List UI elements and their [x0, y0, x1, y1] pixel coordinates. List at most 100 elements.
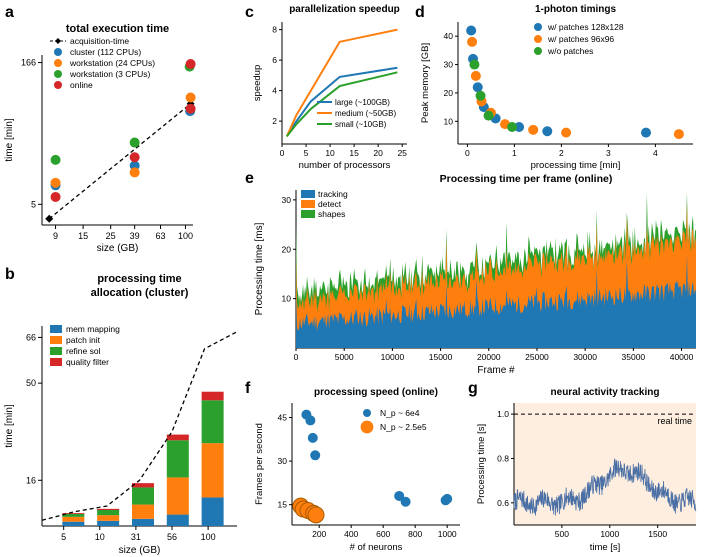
svg-text:Processing time [s]: Processing time [s]	[476, 424, 487, 504]
chart-d-photon-timings: 1-photon timings0123410203040processing …	[416, 0, 706, 175]
chart-c-parallelization: parallelization speedup05101520252468num…	[248, 0, 413, 175]
svg-text:5000: 5000	[335, 352, 354, 362]
svg-text:N_p ~ 6e4: N_p ~ 6e4	[380, 408, 420, 418]
svg-text:4: 4	[653, 148, 658, 158]
chart-e-per-frame: Processing time per frame (online) 0 5000 1…	[248, 170, 706, 380]
svg-text:refine sol: refine sol	[66, 346, 101, 356]
svg-text:63: 63	[156, 231, 166, 241]
svg-text:parallelization speedup: parallelization speedup	[289, 4, 400, 15]
svg-text:w/o patches: w/o patches	[547, 46, 593, 56]
svg-text:Processing time [ms]: Processing time [ms]	[254, 222, 265, 315]
svg-text:5: 5	[61, 532, 66, 542]
svg-text:15000: 15000	[429, 352, 453, 362]
svg-text:5: 5	[31, 199, 36, 209]
chart-a-total-execution: total execution time9152539631005166size…	[0, 0, 245, 263]
svg-text:allocation (cluster): allocation (cluster)	[91, 287, 189, 299]
svg-text:time [s]: time [s]	[590, 542, 621, 553]
svg-text:10: 10	[282, 294, 292, 304]
svg-text:0: 0	[280, 148, 285, 158]
chart-g-neural-tracking: neural activity tracking500100015000.60.…	[470, 383, 706, 555]
svg-text:1: 1	[512, 148, 517, 158]
svg-text:2: 2	[272, 116, 277, 126]
svg-text:8: 8	[272, 25, 277, 35]
svg-text:5: 5	[304, 148, 309, 158]
svg-text:0: 0	[294, 352, 299, 362]
svg-text:Processing time per frame (onl: Processing time per frame (online)	[440, 173, 613, 185]
svg-text:800: 800	[408, 529, 422, 539]
svg-text:1000: 1000	[438, 529, 457, 539]
svg-text:workstation (3 CPUs): workstation (3 CPUs)	[69, 69, 150, 79]
svg-text:10: 10	[95, 532, 105, 542]
svg-text:neural activity tracking: neural activity tracking	[551, 387, 660, 398]
svg-text:1.0: 1.0	[497, 409, 509, 419]
svg-text:40: 40	[444, 31, 454, 41]
svg-text:medium (~50GB): medium (~50GB)	[335, 109, 396, 118]
svg-text:20000: 20000	[477, 352, 501, 362]
svg-text:real time: real time	[657, 416, 692, 426]
svg-text:166: 166	[21, 58, 36, 68]
svg-text:100: 100	[178, 231, 193, 241]
svg-text:500: 500	[555, 529, 569, 539]
svg-text:15: 15	[278, 500, 288, 510]
svg-text:30: 30	[444, 60, 454, 70]
svg-text:acquisition-time: acquisition-time	[70, 36, 129, 46]
svg-text:200: 200	[312, 529, 326, 539]
chart-f-processing-speed: processing speed (online)200400600800100…	[248, 383, 468, 555]
svg-text:16: 16	[26, 475, 36, 485]
svg-text:100: 100	[201, 532, 216, 542]
svg-text:patch init: patch init	[66, 335, 101, 345]
svg-text:35000: 35000	[622, 352, 646, 362]
svg-text:20: 20	[444, 88, 454, 98]
svg-text:10: 10	[325, 148, 335, 158]
svg-text:15: 15	[349, 148, 359, 158]
svg-text:1-photon timings: 1-photon timings	[535, 4, 617, 15]
chart-b-processing-allocation: processing timeallocation (cluster)16506…	[0, 266, 245, 556]
svg-text:10000: 10000	[381, 352, 405, 362]
svg-text:Frames per second: Frames per second	[254, 423, 265, 505]
svg-text:time [min]: time [min]	[4, 118, 15, 162]
svg-text:workstation (24 CPUs): workstation (24 CPUs)	[69, 58, 155, 68]
svg-text:size (GB): size (GB)	[119, 545, 161, 556]
svg-text:15: 15	[78, 231, 88, 241]
svg-text:small (~10GB): small (~10GB)	[335, 120, 387, 129]
svg-text:30: 30	[278, 456, 288, 466]
svg-text:time [min]: time [min]	[4, 404, 15, 448]
svg-text:Frame #: Frame #	[477, 365, 515, 376]
svg-text:quality filter: quality filter	[66, 357, 109, 367]
svg-text:3: 3	[606, 148, 611, 158]
svg-text:large (~100GB): large (~100GB)	[335, 98, 390, 107]
svg-text:20: 20	[282, 244, 292, 254]
svg-text:25: 25	[106, 231, 116, 241]
svg-text:speedup: speedup	[252, 65, 263, 101]
svg-text:cluster (112 CPUs): cluster (112 CPUs)	[70, 47, 141, 57]
svg-text:tracking: tracking	[318, 189, 348, 199]
svg-text:25000: 25000	[525, 352, 549, 362]
svg-text:1000: 1000	[600, 529, 619, 539]
svg-text:0.8: 0.8	[497, 453, 509, 463]
svg-text:30: 30	[282, 195, 292, 205]
svg-text:45: 45	[278, 413, 288, 423]
svg-text:processing speed (online): processing speed (online)	[314, 387, 438, 398]
svg-text:0: 0	[465, 148, 470, 158]
svg-text:total execution time: total execution time	[66, 23, 169, 35]
svg-text:40000: 40000	[670, 352, 694, 362]
svg-text:0.6: 0.6	[497, 498, 509, 508]
svg-text:31: 31	[131, 532, 141, 542]
svg-text:mem mapping: mem mapping	[66, 324, 120, 334]
svg-text:56: 56	[167, 532, 177, 542]
svg-text:shapes: shapes	[318, 209, 345, 219]
svg-text:w/ patches 96x96: w/ patches 96x96	[547, 34, 614, 44]
svg-text:10: 10	[444, 116, 454, 126]
svg-text:39: 39	[130, 231, 140, 241]
svg-text:50: 50	[26, 378, 36, 388]
svg-text:w/ patches 128x128: w/ patches 128x128	[547, 22, 624, 32]
svg-text:6: 6	[272, 55, 277, 65]
svg-text:4: 4	[272, 86, 277, 96]
svg-text:size (GB): size (GB)	[97, 243, 139, 254]
svg-text:online: online	[70, 80, 93, 90]
svg-text:600: 600	[376, 529, 390, 539]
svg-text:2: 2	[559, 148, 564, 158]
svg-text:# of neurons: # of neurons	[350, 542, 403, 553]
svg-text:20: 20	[373, 148, 383, 158]
svg-text:N_p ~ 2.5e5: N_p ~ 2.5e5	[380, 422, 427, 432]
